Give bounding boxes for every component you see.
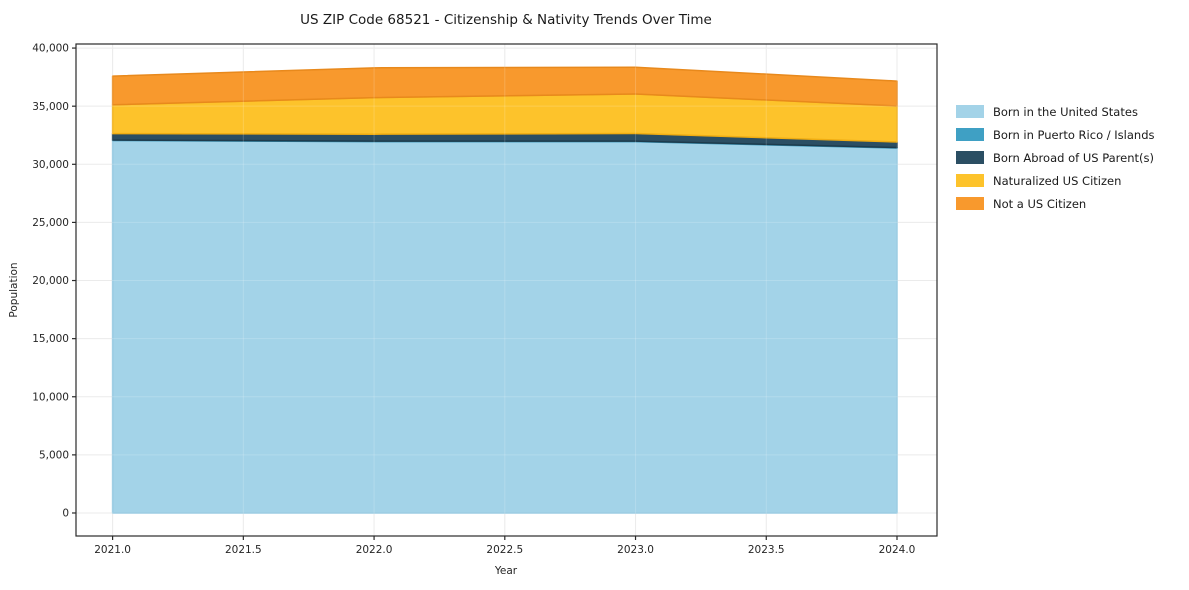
y-tick-label: 25,000 (32, 217, 69, 229)
legend-label: Born in Puerto Rico / Islands (993, 127, 1155, 142)
legend-swatch (956, 105, 984, 118)
y-tick-label: 5,000 (39, 449, 69, 461)
x-tick-label: 2021.0 (94, 544, 131, 556)
legend-swatch (956, 151, 984, 164)
x-tick-label: 2024.0 (879, 544, 916, 556)
legend-swatch (956, 197, 984, 210)
y-tick-label: 40,000 (32, 43, 69, 55)
x-tick-label: 2023.0 (617, 544, 654, 556)
legend-item-4: Not a US Citizen (956, 192, 1155, 215)
plot-border (75, 43, 938, 537)
y-tick-label: 0 (62, 508, 69, 520)
y-tick-label: 20,000 (32, 275, 69, 287)
x-tick-label: 2023.5 (748, 544, 785, 556)
legend-swatch (956, 174, 984, 187)
legend-label: Not a US Citizen (993, 196, 1087, 211)
legend-label: Naturalized US Citizen (993, 173, 1122, 188)
legend-swatch (956, 128, 984, 141)
legend-label: Born Abroad of US Parent(s) (993, 150, 1154, 165)
legend-item-0: Born in the United States (956, 100, 1155, 123)
legend-label: Born in the United States (993, 104, 1138, 119)
y-tick-label: 35,000 (32, 101, 69, 113)
x-axis-label: Year (494, 565, 518, 577)
chart-legend: Born in the United States Born in Puerto … (956, 100, 1155, 215)
x-tick-label: 2022.0 (356, 544, 393, 556)
chart-title: US ZIP Code 68521 - Citizenship & Nativi… (300, 12, 712, 28)
plot-area: 0 5,000 10,000 15,000 20,000 25,000 30,000 35,0… (32, 43, 938, 556)
legend-item-1: Born in Puerto Rico / Islands (956, 123, 1155, 146)
x-tick-label: 2021.5 (225, 544, 262, 556)
x-tick-label: 2022.5 (486, 544, 523, 556)
legend-item-2: Born Abroad of US Parent(s) (956, 146, 1155, 169)
y-axis-label: Population (8, 262, 20, 317)
y-tick-label: 10,000 (32, 391, 69, 403)
area-series-4 (111, 66, 898, 107)
y-tick-label: 15,000 (32, 333, 69, 345)
legend-item-3: Naturalized US Citizen (956, 169, 1155, 192)
y-tick-label: 30,000 (32, 159, 69, 171)
